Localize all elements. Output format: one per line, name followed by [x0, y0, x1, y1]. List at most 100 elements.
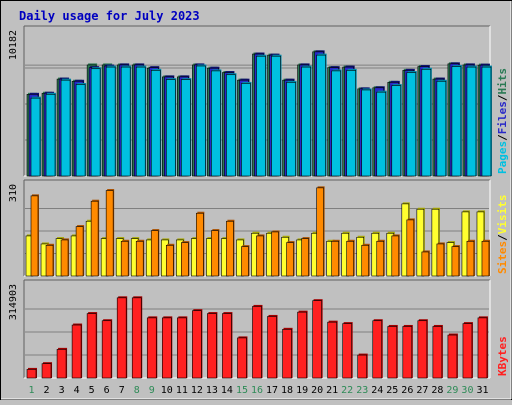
bar-face [421, 68, 432, 177]
bar-pages-day-24 [376, 90, 387, 177]
bar-kbytes-day-24 [372, 319, 383, 379]
bar-face [331, 70, 341, 177]
day-label-18: 18 [281, 385, 293, 396]
bar-sites-day-24 [376, 239, 385, 277]
bar-pages-day-25 [391, 84, 402, 177]
bar-pages-day-23 [361, 88, 372, 177]
day-label-31: 31 [476, 385, 488, 396]
bar-sites-day-15 [241, 245, 250, 277]
chart-title: Daily usage for July 2023 [19, 9, 200, 23]
bar-face [60, 79, 71, 177]
bar-face [131, 297, 142, 379]
bar-kbytes-day-10 [161, 316, 173, 379]
bar-face [316, 54, 326, 177]
bar-kbytes-day-4 [71, 323, 83, 379]
day-label-27: 27 [416, 385, 428, 396]
bar-kbytes-day-19 [297, 310, 308, 379]
bar-face [237, 337, 247, 379]
day-label-11: 11 [176, 385, 188, 396]
day-label-6: 6 [104, 385, 110, 396]
bar-face [211, 70, 221, 177]
bar-face [361, 89, 372, 177]
bar-sites-day-5 [90, 199, 100, 277]
bar-kbytes-day-1 [26, 367, 37, 379]
bar-face [417, 320, 428, 379]
bar-sites-day-29 [451, 245, 460, 277]
bar-pages-day-22 [346, 68, 357, 177]
bar-face [146, 317, 157, 379]
bar-face [60, 239, 69, 277]
day-label-2: 2 [44, 385, 50, 396]
day-label-3: 3 [59, 385, 65, 396]
day-label-21: 21 [326, 385, 338, 396]
bar-face [327, 321, 337, 379]
bar-sites-day-31 [481, 239, 490, 277]
bar-face [252, 306, 262, 379]
bar-face [421, 251, 430, 277]
bar-kbytes-day-29 [447, 333, 458, 379]
bar-face [41, 363, 52, 379]
bar-sites-day-25 [391, 234, 400, 277]
bar-sites-day-9 [150, 229, 160, 277]
day-label-7: 7 [119, 385, 125, 396]
panel-sites-visits: 310 Sites/Visits [8, 179, 509, 277]
day-label-9: 9 [149, 385, 155, 396]
bar-kbytes-day-25 [387, 324, 398, 379]
bar-face [436, 80, 447, 177]
bar-sites-day-20 [316, 186, 325, 277]
bar-face [105, 66, 116, 177]
bar-face [196, 212, 204, 277]
day-label-29: 29 [446, 385, 458, 396]
bar-face [150, 70, 161, 177]
bar-kbytes-day-30 [462, 322, 473, 379]
bar-sites-day-1 [30, 194, 39, 277]
bar-face [241, 246, 249, 277]
bar-face [26, 369, 37, 379]
bar-face [75, 226, 84, 277]
bar-sites-day-7 [120, 239, 130, 277]
bar-face [342, 323, 352, 379]
bar-pages-day-8 [135, 65, 147, 177]
bar-kbytes-day-8 [131, 296, 143, 379]
bar-face [90, 200, 99, 277]
bar-kbytes-day-21 [327, 320, 338, 379]
bar-pages-day-14 [226, 73, 237, 177]
day-label-1: 1 [29, 385, 35, 396]
bar-face [192, 310, 202, 379]
bar-sites-day-30 [466, 239, 475, 277]
bar-face [466, 66, 477, 177]
bar-face [297, 311, 307, 379]
bar-face [30, 97, 41, 177]
panel-max-label: 314903 [8, 284, 19, 320]
bar-face [451, 246, 460, 277]
bar-sites-day-21 [331, 239, 340, 277]
bar-kbytes-day-14 [222, 312, 233, 379]
bar-pages-day-10 [165, 78, 177, 177]
bar-face [451, 66, 462, 177]
bar-kbytes-day-28 [432, 324, 443, 379]
legend-entry-visits: Visits [496, 195, 509, 235]
bar-face [391, 85, 402, 177]
bar-face [301, 238, 309, 277]
bar-pages-day-27 [421, 67, 432, 177]
bar-face [447, 334, 458, 379]
bar-kbytes-day-26 [402, 324, 413, 379]
bar-face [222, 313, 232, 379]
bar-sites-day-27 [421, 250, 430, 277]
bar-face [271, 231, 279, 277]
day-label-8: 8 [134, 385, 140, 396]
bar-face [120, 240, 129, 277]
bar-face [462, 323, 473, 379]
bar-kbytes-day-12 [192, 309, 203, 379]
panel-legend: KBytes [496, 336, 509, 376]
bar-kbytes-day-2 [41, 362, 53, 379]
bar-face [177, 317, 187, 379]
bar-kbytes-day-16 [252, 304, 263, 379]
bar-face [116, 297, 127, 379]
bar-face [301, 66, 311, 177]
bar-face [241, 83, 251, 177]
legend-entry-: / [496, 234, 509, 241]
bar-sites-day-22 [346, 239, 355, 277]
